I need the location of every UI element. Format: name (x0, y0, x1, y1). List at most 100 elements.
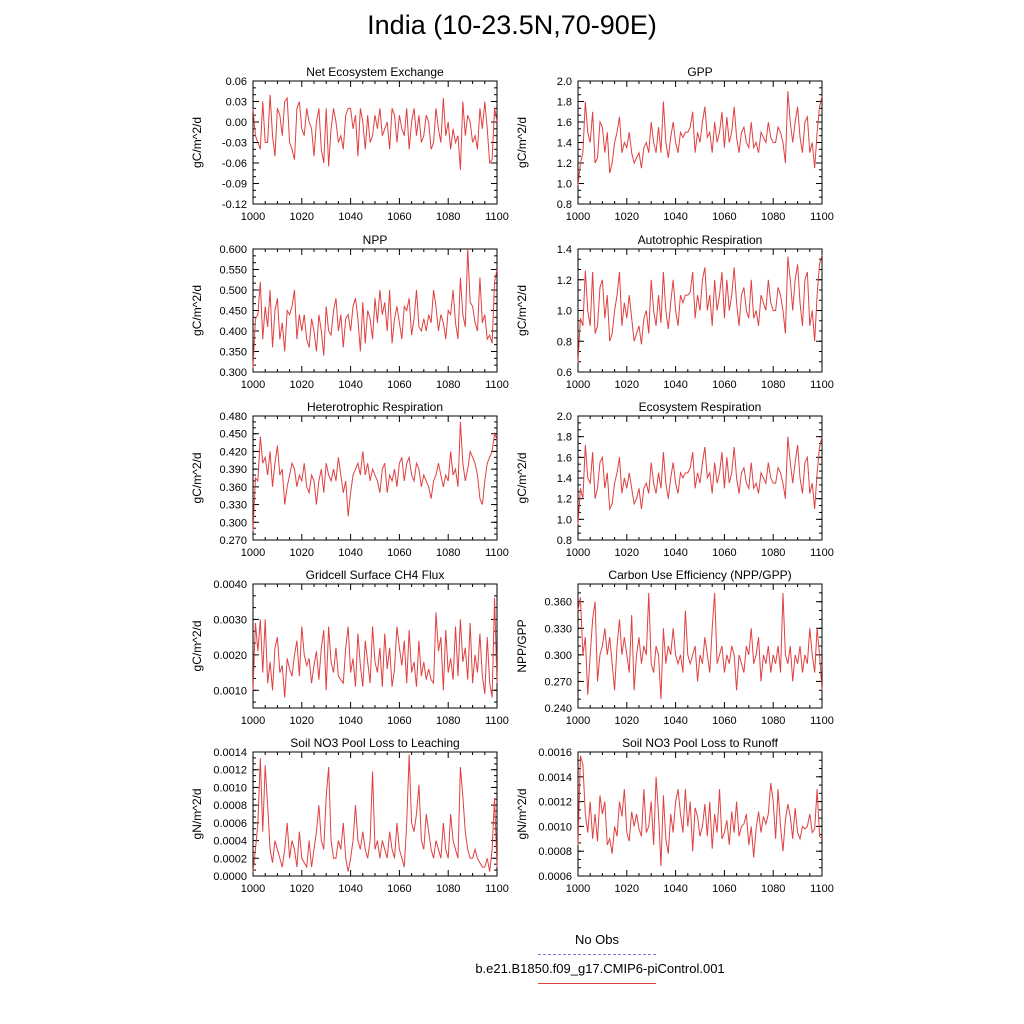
chart-4: Autotrophic Respiration gC/m^2/d 1000 1020 1… (515, 233, 834, 391)
chart-10-xtick-label: 1000 (566, 883, 590, 895)
chart-1-ytick-label: -0.03 (222, 138, 247, 150)
chart-1: Net Ecosystem Exchange gC/m^2/d 1000 1020 10… (190, 65, 509, 223)
chart-5-ytick-label: 0.330 (219, 500, 247, 512)
chart-6-series-line (577, 436, 823, 525)
chart-5-title: Heterotrophic Respiration (307, 400, 443, 414)
chart-3-xtick-label: 1100 (485, 379, 509, 391)
chart-3-title: NPP (363, 233, 388, 247)
chart-1-ytick-label: -0.12 (222, 199, 247, 211)
chart-7: Gridcell Surface CH4 Flux gC/m^2/d 1000 102… (190, 568, 509, 727)
chart-3-frame (252, 248, 498, 373)
chart-9-xtick-label: 1040 (338, 883, 362, 895)
chart-1-xtick-label: 1000 (241, 211, 265, 223)
chart-9-xtick-label: 1100 (485, 883, 509, 895)
chart-1-xtick-label: 1040 (338, 211, 362, 223)
chart-6-xtick-label: 1060 (712, 547, 736, 559)
chart-9-title: Soil NO3 Pool Loss to Leaching (290, 736, 459, 750)
chart-7-xtick-label: 1100 (485, 715, 509, 727)
chart-6-ytick-label: 0.8 (557, 535, 572, 547)
chart-2-ytick-label: 2.0 (557, 76, 572, 88)
chart-9-xtick-label: 1060 (387, 883, 411, 895)
chart-3-ytick-label: 0.500 (219, 285, 247, 297)
chart-5-series-line (252, 421, 498, 532)
chart-5-xtick-label: 1100 (485, 547, 509, 559)
legend-obs-label: No Obs (574, 932, 620, 947)
chart-8-ytick-label: 0.240 (544, 703, 572, 715)
chart-1-title: Net Ecosystem Exchange (306, 65, 444, 79)
chart-7-ytick-label: 0.0040 (213, 579, 247, 591)
chart-10-title: Soil NO3 Pool Loss to Runoff (622, 736, 779, 750)
chart-9-xtick-label: 1080 (436, 883, 460, 895)
chart-1-ytick-label: 0.06 (226, 76, 247, 88)
chart-7-ytick-label: 0.0030 (213, 614, 247, 626)
chart-10-xtick-label: 1040 (663, 883, 687, 895)
chart-2: GPP gC/m^2/d 1000 1020 1040 1060 1080 1100 0.8 1.… (515, 65, 834, 223)
chart-6-ytick-label: 1.0 (557, 514, 572, 526)
chart-7-series-line (252, 598, 498, 698)
chart-8-series-line (577, 592, 823, 700)
chart-6-xtick-label: 1080 (761, 547, 785, 559)
chart-1-xtick-label: 1020 (290, 211, 314, 223)
chart-4-title: Autotrophic Respiration (638, 233, 763, 247)
legend-model-line (538, 983, 656, 984)
chart-4-ytick-label: 1.4 (557, 244, 572, 256)
chart-8-xtick-label: 1000 (566, 715, 590, 727)
chart-6-ytick-label: 1.6 (557, 452, 572, 464)
chart-1-ytick-label: -0.09 (222, 179, 247, 191)
chart-4-ytick-label: 0.8 (557, 336, 572, 348)
chart-3-series-line (252, 248, 498, 368)
chart-1-ylabel: gC/m^2/d (190, 117, 204, 168)
chart-6: Ecosystem Respiration gC/m^2/d 1000 1020 104… (515, 400, 834, 559)
chart-3-ytick-label: 0.450 (219, 306, 247, 318)
chart-9-ytick-label: 0.0004 (213, 836, 247, 848)
chart-3-ytick-label: 0.400 (219, 326, 247, 338)
legend-model-label: b.e21.B1850.f09_g17.CMIP6-piControl.001 (475, 961, 725, 976)
chart-9-ytick-label: 0.0006 (213, 818, 247, 830)
chart-4-xtick-label: 1100 (810, 379, 834, 391)
chart-6-xtick-label: 1100 (810, 547, 834, 559)
chart-2-ytick-label: 1.0 (557, 179, 572, 191)
chart-1-ytick-label: 0.00 (226, 117, 247, 129)
chart-4-series-line (577, 255, 823, 363)
chart-10-xtick-label: 1060 (712, 883, 736, 895)
chart-4-ylabel: gC/m^2/d (515, 285, 529, 336)
chart-9-series-line (252, 754, 498, 872)
chart-9-ytick-label: 0.0014 (213, 747, 247, 759)
chart-4-ytick-label: 1.2 (557, 275, 572, 287)
chart-5-xtick-label: 1080 (436, 547, 460, 559)
chart-1-ytick-label: 0.03 (226, 97, 247, 109)
chart-7-xtick-label: 1040 (338, 715, 362, 727)
chart-4-xtick-label: 1080 (761, 379, 785, 391)
chart-7-ytick-label: 0.0020 (213, 650, 247, 662)
chart-6-ylabel: gC/m^2/d (515, 453, 529, 504)
chart-5-ylabel: gC/m^2/d (190, 453, 204, 504)
chart-4-xtick-label: 1040 (663, 379, 687, 391)
chart-7-title: Gridcell Surface CH4 Flux (306, 568, 445, 582)
chart-7-ytick-label: 0.0010 (213, 685, 247, 697)
chart-8: Carbon Use Efficiency (NPP/GPP) NPP/GPP 10… (515, 568, 834, 727)
chart-5-ytick-label: 0.360 (219, 482, 247, 494)
chart-9-ytick-label: 0.0010 (213, 782, 247, 794)
chart-7-frame (252, 583, 498, 709)
chart-6-ytick-label: 1.2 (557, 494, 572, 506)
chart-6-ytick-label: 1.8 (557, 432, 572, 444)
chart-8-ytick-label: 0.360 (544, 597, 572, 609)
chart-3-xtick-label: 1020 (290, 379, 314, 391)
chart-10-xtick-label: 1080 (761, 883, 785, 895)
chart-2-ytick-label: 0.8 (557, 199, 572, 211)
chart-7-xtick-label: 1060 (387, 715, 411, 727)
chart-2-xtick-label: 1000 (566, 211, 590, 223)
chart-5-xtick-label: 1040 (338, 547, 362, 559)
chart-3-ytick-label: 0.350 (219, 347, 247, 359)
chart-10-xtick-label: 1100 (810, 883, 834, 895)
chart-5-xtick-label: 1000 (241, 547, 265, 559)
chart-1-xtick-label: 1060 (387, 211, 411, 223)
chart-9-ytick-label: 0.0008 (213, 800, 247, 812)
chart-8-title: Carbon Use Efficiency (NPP/GPP) (608, 568, 791, 582)
chart-10-series-line (577, 755, 823, 867)
chart-10-ytick-label: 0.0016 (538, 747, 572, 759)
chart-1-series-line (252, 94, 498, 170)
chart-6-ytick-label: 2.0 (557, 411, 572, 423)
chart-10-frame (577, 751, 823, 877)
